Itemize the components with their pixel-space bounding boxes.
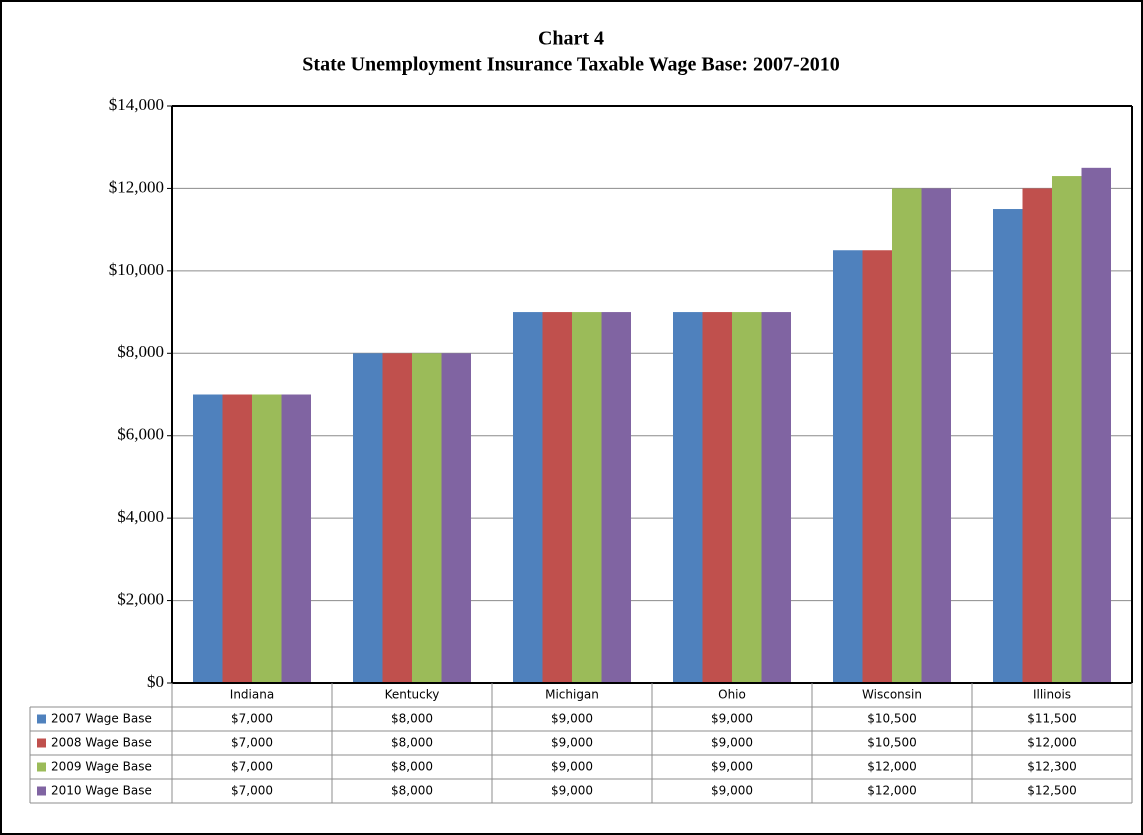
bar <box>601 312 631 683</box>
bar <box>833 250 863 683</box>
bar <box>761 312 791 683</box>
x-tick-label: Wisconsin <box>862 688 922 702</box>
bar <box>412 353 442 683</box>
legend-label: 2010 Wage Base <box>51 784 152 798</box>
bar <box>993 209 1023 684</box>
bar <box>673 312 703 683</box>
y-tick-label: $6,000 <box>117 425 164 444</box>
legend-swatch <box>37 762 46 772</box>
legend-swatch <box>37 786 46 796</box>
table-value: $9,000 <box>711 712 753 726</box>
table-value: $7,000 <box>231 760 273 774</box>
table-value: $9,000 <box>551 760 593 774</box>
table-value: $8,000 <box>391 712 433 726</box>
table-value: $9,000 <box>551 736 593 750</box>
bar <box>513 312 543 683</box>
x-tick-label: Kentucky <box>385 688 440 702</box>
bar <box>572 312 602 683</box>
bar <box>921 188 951 683</box>
table-value: $9,000 <box>551 784 593 798</box>
table-value: $7,000 <box>231 784 273 798</box>
bar <box>193 394 223 683</box>
table-value: $11,500 <box>1027 712 1077 726</box>
x-tick-label: Michigan <box>545 688 599 702</box>
bar <box>441 353 471 683</box>
bar <box>382 353 412 683</box>
table-value: $9,000 <box>711 784 753 798</box>
y-tick-label: $10,000 <box>109 260 164 279</box>
y-tick-label: $8,000 <box>117 342 164 361</box>
x-tick-label: Ohio <box>718 688 746 702</box>
bar <box>252 394 282 683</box>
x-tick-label: Indiana <box>230 688 274 702</box>
bar <box>1022 188 1052 683</box>
table-value: $10,500 <box>867 712 917 726</box>
table-value: $10,500 <box>867 736 917 750</box>
table-value: $12,000 <box>867 760 917 774</box>
bar <box>702 312 732 683</box>
y-tick-label: $2,000 <box>117 589 164 608</box>
bar <box>281 394 311 683</box>
y-tick-label: $14,000 <box>109 95 164 114</box>
y-tick-label: $0 <box>147 672 164 691</box>
bar <box>353 353 383 683</box>
legend-label: 2007 Wage Base <box>51 712 152 726</box>
legend-label: 2009 Wage Base <box>51 760 152 774</box>
table-value: $7,000 <box>231 712 273 726</box>
x-tick-label: Illinois <box>1033 688 1071 702</box>
table-value: $9,000 <box>551 712 593 726</box>
bar <box>732 312 762 683</box>
bar <box>222 394 252 683</box>
table-value: $9,000 <box>711 760 753 774</box>
y-tick-label: $4,000 <box>117 507 164 526</box>
y-tick-label: $12,000 <box>109 177 164 196</box>
table-value: $12,000 <box>1027 736 1077 750</box>
chart-subtitle: State Unemployment Insurance Taxable Wag… <box>302 54 839 76</box>
chart-title: Chart 4 <box>538 28 604 50</box>
legend-swatch <box>37 714 46 724</box>
bar <box>892 188 922 683</box>
bar <box>862 250 892 683</box>
bar <box>542 312 572 683</box>
table-value: $12,000 <box>867 784 917 798</box>
table-value: $9,000 <box>711 736 753 750</box>
bar <box>1052 176 1082 684</box>
table-value: $8,000 <box>391 784 433 798</box>
table-value: $12,300 <box>1027 760 1077 774</box>
legend-swatch <box>37 738 46 748</box>
table-value: $7,000 <box>231 736 273 750</box>
legend-label: 2008 Wage Base <box>51 736 152 750</box>
bar <box>1081 167 1111 684</box>
table-value: $8,000 <box>391 760 433 774</box>
table-value: $8,000 <box>391 736 433 750</box>
table-value: $12,500 <box>1027 784 1077 798</box>
